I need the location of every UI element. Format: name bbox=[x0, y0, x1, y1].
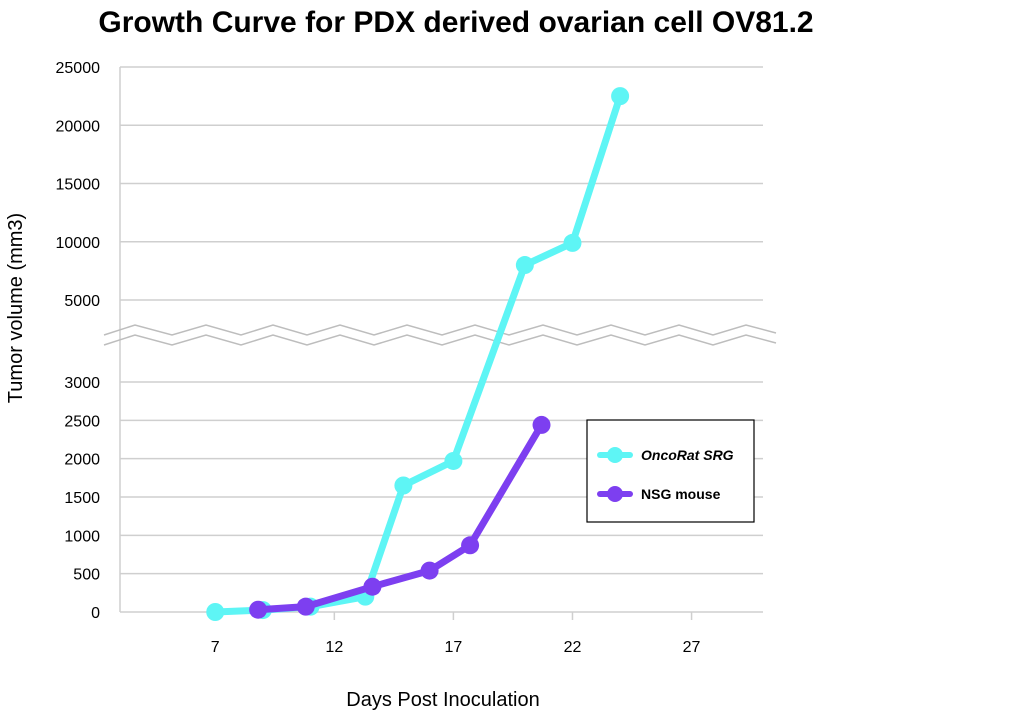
gridlines bbox=[119, 66, 763, 620]
y-tick-label: 0 bbox=[91, 605, 100, 622]
data-point bbox=[420, 561, 439, 580]
x-tick-label: 7 bbox=[211, 639, 220, 656]
x-tick-label: 17 bbox=[445, 639, 463, 656]
series bbox=[206, 87, 630, 621]
x-tick-label: 12 bbox=[325, 639, 343, 656]
axis-break-line-upper bbox=[103, 324, 777, 336]
y-tick-label: 5000 bbox=[64, 293, 100, 310]
y-tick-label: 1000 bbox=[64, 528, 100, 545]
y-tick-label: 15000 bbox=[56, 177, 101, 194]
legend-marker-oncorat bbox=[607, 447, 623, 463]
legend-marker-nsg bbox=[607, 486, 623, 502]
legend-box bbox=[586, 419, 755, 523]
series-0 bbox=[206, 87, 630, 621]
legend: OncoRat SRG NSG mouse bbox=[586, 419, 755, 523]
y-tick-label: 2500 bbox=[64, 413, 100, 430]
y-tick-label: 25000 bbox=[56, 60, 101, 77]
legend-label-oncorat: OncoRat SRG bbox=[641, 447, 734, 463]
y-tick-label: 10000 bbox=[56, 235, 101, 252]
series-1 bbox=[249, 415, 551, 619]
data-point bbox=[363, 577, 382, 596]
series-line bbox=[254, 421, 546, 614]
x-tick-label: 27 bbox=[683, 639, 701, 656]
data-point bbox=[206, 603, 225, 621]
data-point bbox=[296, 597, 315, 616]
y-tick-label: 500 bbox=[73, 567, 100, 584]
data-point bbox=[394, 476, 413, 495]
y-tick-label: 20000 bbox=[56, 118, 101, 135]
x-tick-labels: 7 12 17 22 27 bbox=[211, 639, 701, 656]
data-point bbox=[444, 451, 463, 470]
x-axis-label: Days Post Inoculation bbox=[346, 689, 539, 711]
x-tick-label: 22 bbox=[564, 639, 582, 656]
y-tick-label: 1500 bbox=[64, 490, 100, 507]
y-tick-label: 3000 bbox=[64, 375, 100, 392]
y-tick-labels: 0 500 1000 1500 2000 2500 3000 5000 10000 15000 20… bbox=[56, 60, 101, 622]
legend-label-nsg: NSG mouse bbox=[641, 486, 721, 502]
data-point bbox=[611, 87, 630, 106]
data-point bbox=[515, 256, 534, 275]
data-point bbox=[563, 233, 582, 252]
chart-title: Growth Curve for PDX derived ovarian cel… bbox=[98, 6, 813, 39]
data-point bbox=[461, 536, 480, 555]
axis-break bbox=[103, 324, 777, 346]
data-point bbox=[249, 600, 268, 619]
data-point bbox=[532, 415, 551, 434]
y-axis-label: Tumor volume (mm3) bbox=[5, 213, 27, 403]
axis-break-line-lower bbox=[103, 334, 777, 346]
y-tick-label: 2000 bbox=[64, 452, 100, 469]
